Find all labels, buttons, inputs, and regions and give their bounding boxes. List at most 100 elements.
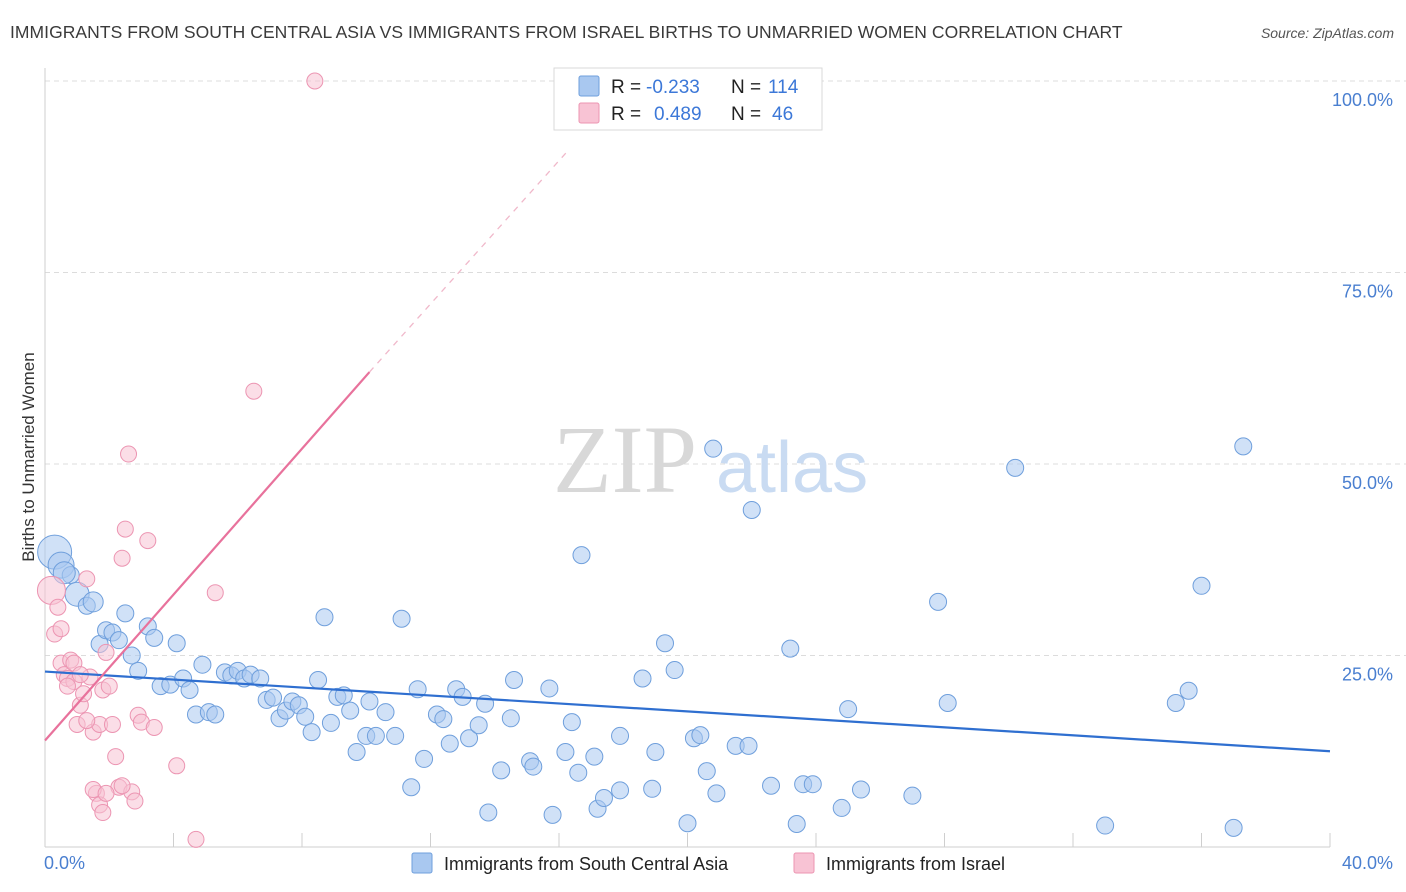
legend-swatch-israel <box>578 102 600 124</box>
point-south-central-asia-89 <box>707 784 726 803</box>
point-south-central-asia-10 <box>116 604 135 623</box>
point-south-central-asia-84 <box>678 814 697 833</box>
legend-n-value-0: 114 <box>768 77 799 98</box>
point-israel-30 <box>145 719 163 737</box>
point-south-central-asia-39 <box>315 608 334 627</box>
legend-r-label-1: R = <box>611 104 641 125</box>
point-south-central-asia-109 <box>1224 818 1243 837</box>
point-israel-19 <box>103 715 121 733</box>
point-israel-29 <box>139 532 157 550</box>
trend-line-israel-extension <box>368 149 570 373</box>
point-israel-41 <box>113 777 131 795</box>
point-south-central-asia-79 <box>633 669 652 688</box>
point-south-central-asia-44 <box>347 743 366 762</box>
point-south-central-asia-49 <box>386 726 405 745</box>
bottom-legend: Immigrants from South Central Asia Immig… <box>411 852 1005 874</box>
x-tick-label-0: 0.0% <box>44 853 85 873</box>
point-south-central-asia-46 <box>360 692 379 711</box>
legend-swatch-south-central-asia <box>578 75 600 97</box>
point-israel-39 <box>94 804 112 822</box>
point-south-central-asia-43 <box>341 701 360 720</box>
legend-r-label-0: R = <box>611 77 641 98</box>
watermark: ZIP atlas <box>553 406 868 513</box>
point-south-central-asia-12 <box>129 661 148 680</box>
point-israel-31 <box>168 757 186 775</box>
point-south-central-asia-9 <box>109 631 128 650</box>
point-south-central-asia-69 <box>543 805 562 824</box>
point-south-central-asia-65 <box>505 671 524 690</box>
point-south-central-asia-80 <box>643 779 662 798</box>
axes <box>44 68 1331 848</box>
point-south-central-asia-104 <box>1006 458 1025 477</box>
y-tick-label-2: 75.0% <box>1342 282 1393 302</box>
point-south-central-asia-100 <box>851 780 870 799</box>
point-south-central-asia-72 <box>569 763 588 782</box>
point-south-central-asia-21 <box>193 655 212 674</box>
point-israel-23 <box>116 520 134 538</box>
point-south-central-asia-82 <box>656 634 675 653</box>
y-tick-label-3: 100.0% <box>1332 90 1393 110</box>
point-south-central-asia-107 <box>1179 681 1198 700</box>
point-south-central-asia-62 <box>479 803 498 822</box>
point-israel-35 <box>306 72 324 90</box>
point-israel-36 <box>52 620 70 638</box>
tick-labels: 25.0% 50.0% 75.0% 100.0% 0.0% 40.0% <box>44 90 1393 873</box>
point-israel-22 <box>113 549 131 567</box>
point-south-central-asia-91 <box>739 736 758 755</box>
point-israel-42 <box>58 677 76 695</box>
point-south-central-asia-23 <box>206 705 225 724</box>
point-south-central-asia-94 <box>781 639 800 658</box>
point-israel-44 <box>97 784 115 802</box>
point-south-central-asia-29 <box>251 669 270 688</box>
point-south-central-asia-5 <box>82 591 104 613</box>
trend-lines <box>44 149 1331 753</box>
point-israel-17 <box>97 643 115 661</box>
point-israel-26 <box>126 792 144 810</box>
bottom-legend-label-south-central-asia: Immigrants from South Central Asia <box>444 854 729 874</box>
bottom-legend-label-israel: Immigrants from Israel <box>826 854 1005 874</box>
point-israel-24 <box>120 445 138 463</box>
point-south-central-asia-103 <box>938 693 957 712</box>
point-south-central-asia-11 <box>122 646 141 665</box>
point-south-central-asia-48 <box>376 703 395 722</box>
legend-r-value-1: 0.489 <box>654 104 702 125</box>
point-south-central-asia-106 <box>1166 693 1185 712</box>
point-south-central-asia-68 <box>540 679 559 698</box>
point-south-central-asia-92 <box>742 500 761 519</box>
point-south-central-asia-76 <box>594 788 613 807</box>
y-tick-label-1: 50.0% <box>1342 473 1393 493</box>
point-south-central-asia-83 <box>665 661 684 680</box>
point-israel-11 <box>78 570 96 588</box>
point-south-central-asia-38 <box>309 671 328 690</box>
trend-line-south-central-asia <box>44 670 1331 753</box>
point-south-central-asia-101 <box>903 786 922 805</box>
point-south-central-asia-63 <box>492 761 511 780</box>
point-israel-2 <box>49 598 67 616</box>
chart-title: IMMIGRANTS FROM SOUTH CENTRAL ASIA VS IM… <box>10 22 1123 42</box>
point-south-central-asia-50 <box>392 609 411 628</box>
legend-r-value-0: -0.233 <box>646 77 700 98</box>
point-south-central-asia-51 <box>402 778 421 797</box>
legend: R = -0.233 N = 114 R = 0.489 N = 46 <box>553 67 823 131</box>
point-israel-18 <box>100 677 118 695</box>
point-south-central-asia-40 <box>321 713 340 732</box>
legend-n-label-0: N = <box>731 77 761 98</box>
point-israel-34 <box>245 382 263 400</box>
point-south-central-asia-67 <box>524 757 543 776</box>
point-south-central-asia-74 <box>585 747 604 766</box>
point-israel-10 <box>75 685 93 703</box>
point-south-central-asia-64 <box>501 709 520 728</box>
legend-n-label-1: N = <box>731 104 761 125</box>
grid-lines <box>45 80 1406 656</box>
y-tick-label-0: 25.0% <box>1342 665 1393 685</box>
bottom-legend-swatch-south-central-asia <box>411 852 433 874</box>
point-south-central-asia-102 <box>929 592 948 611</box>
point-israel-45 <box>78 712 96 730</box>
point-south-central-asia-97 <box>803 775 822 794</box>
legend-n-value-1: 46 <box>772 104 793 125</box>
point-south-central-asia-56 <box>440 734 459 753</box>
point-south-central-asia-93 <box>762 776 781 795</box>
point-israel-32 <box>187 830 205 848</box>
point-south-central-asia-17 <box>167 634 186 653</box>
point-south-central-asia-36 <box>296 707 315 726</box>
